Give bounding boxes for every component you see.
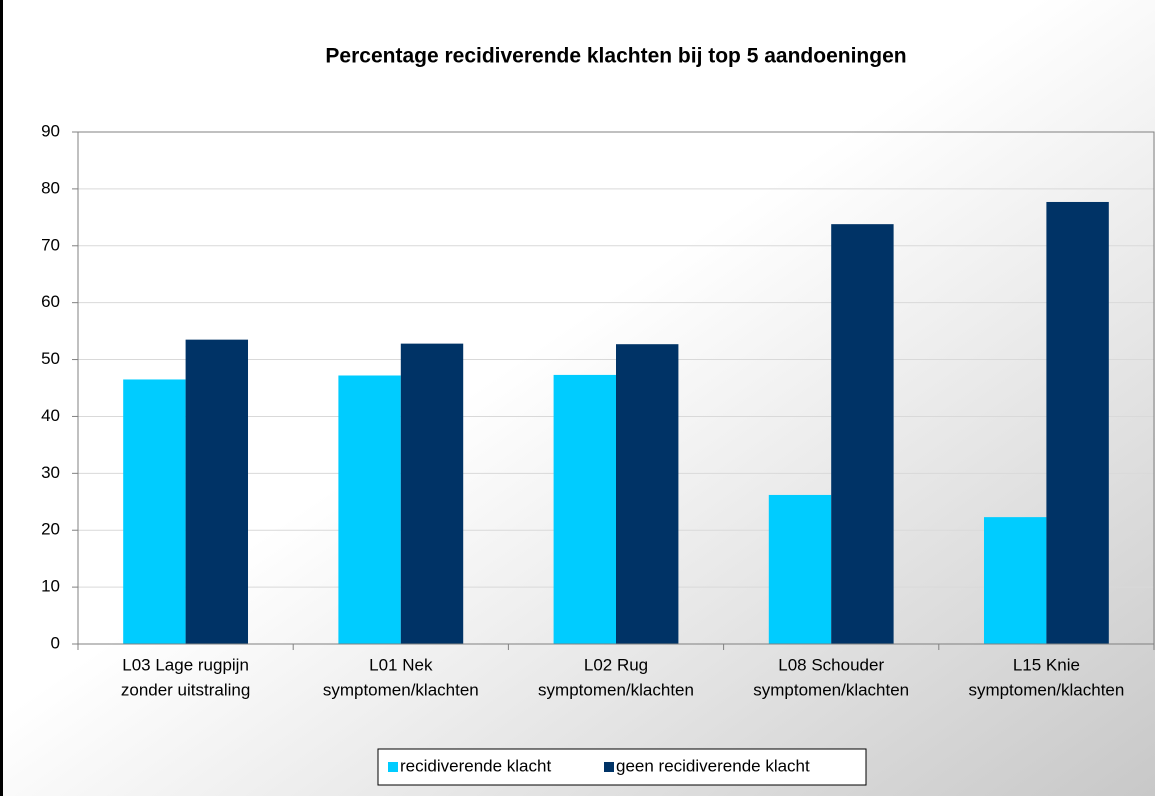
bar bbox=[768, 494, 832, 644]
bar bbox=[338, 375, 401, 644]
legend-box bbox=[377, 748, 867, 786]
y-tick-label: 70 bbox=[41, 235, 60, 254]
bar bbox=[185, 339, 249, 644]
x-tick-label: L08 Schouder bbox=[778, 655, 884, 674]
y-tick-label: 40 bbox=[41, 406, 60, 425]
x-tick-label: L02 Rug bbox=[584, 655, 648, 674]
x-tick-label: symptomen/klachten bbox=[753, 680, 909, 699]
bar bbox=[831, 224, 894, 644]
y-tick-label: 10 bbox=[41, 577, 60, 596]
y-tick-label: 80 bbox=[41, 178, 60, 197]
y-tick-label: 90 bbox=[41, 121, 60, 140]
legend-marker bbox=[388, 762, 398, 772]
x-tick-label: symptomen/klachten bbox=[968, 680, 1124, 699]
chart-title: Percentage recidiverende klachten bij to… bbox=[325, 45, 906, 68]
y-tick-label: 20 bbox=[41, 520, 60, 539]
bar bbox=[983, 517, 1047, 644]
x-tick-label: symptomen/klachten bbox=[323, 680, 479, 699]
x-tick-label: L03 Lage rugpijn bbox=[122, 655, 249, 674]
bar bbox=[400, 343, 464, 644]
left-border bbox=[0, 0, 3, 796]
bar bbox=[123, 379, 186, 644]
bar bbox=[1046, 201, 1109, 644]
y-tick-label: 60 bbox=[41, 292, 60, 311]
y-tick-label: 0 bbox=[51, 633, 60, 652]
legend-label: recidiverende klacht bbox=[400, 756, 551, 775]
x-tick-label: L01 Nek bbox=[369, 655, 433, 674]
bar bbox=[553, 374, 616, 644]
x-tick-label: zonder uitstraling bbox=[121, 680, 250, 699]
legend-label: geen recidiverende klacht bbox=[616, 756, 810, 775]
y-tick-label: 50 bbox=[41, 349, 60, 368]
x-tick-label: symptomen/klachten bbox=[538, 680, 694, 699]
x-tick-label: L15 Knie bbox=[1013, 655, 1080, 674]
y-tick-label: 30 bbox=[41, 463, 60, 482]
bar bbox=[616, 344, 679, 644]
legend-marker bbox=[604, 762, 614, 772]
